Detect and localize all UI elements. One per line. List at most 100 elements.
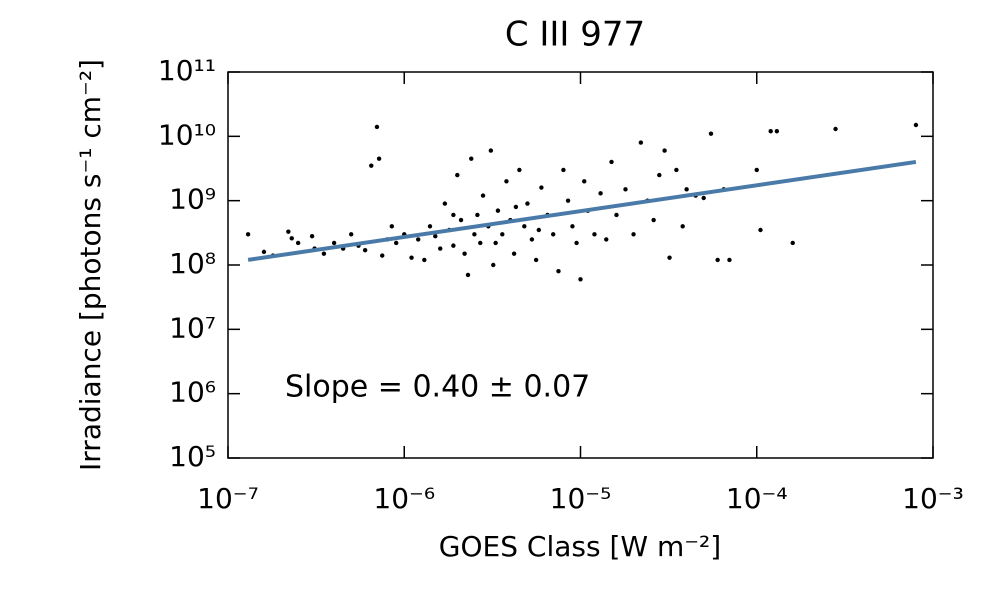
x-tick-label: 10⁻³ [902,482,964,515]
x-tick-label: 10⁻⁶ [373,482,435,515]
point [465,272,471,278]
point [504,179,509,184]
point [488,148,494,153]
point [438,246,443,251]
point [708,131,714,136]
x-axis-label: GOES Class [W m⁻²] [439,530,721,563]
point [511,251,517,256]
point [416,237,421,242]
point [768,129,773,134]
point [715,257,720,263]
point [427,224,433,229]
y-tick-label: 10¹⁰ [158,118,216,151]
point [582,179,587,184]
point [480,193,486,198]
point [833,126,838,132]
x-tick-label: 10⁻⁷ [197,482,259,515]
point [604,237,609,242]
point [623,187,628,192]
point [472,232,477,237]
point [631,232,636,237]
point [614,212,619,218]
point [462,251,467,256]
point [376,156,382,161]
point [578,277,583,282]
point [550,232,556,237]
point [657,172,662,178]
point [680,224,685,229]
annotation: Slope = 0.40 ± 0.07 [285,370,590,405]
chart-title: C III 977 [505,15,645,55]
point [533,257,539,263]
y-tick-label: 10⁹ [169,183,216,216]
point [295,240,301,246]
point [513,204,519,210]
x-tick-label: 10⁻⁵ [550,482,612,515]
point [469,156,474,161]
point [455,172,460,178]
point [674,167,679,173]
point [638,140,644,145]
point [539,185,544,190]
point [409,255,414,260]
point [774,129,780,134]
point [309,234,315,239]
fit-line [247,159,917,262]
point [433,234,438,239]
point [517,167,522,173]
point [380,253,385,258]
point [321,251,327,256]
point [500,232,505,237]
point [570,224,575,229]
point [286,229,291,234]
point [491,262,496,268]
point [609,159,614,165]
point [565,198,571,203]
point [574,240,579,246]
point [651,217,656,223]
point [662,148,667,153]
y-tick-label: 10⁸ [169,247,216,280]
point [331,240,337,246]
point [529,237,535,242]
point [289,236,294,241]
point [245,232,251,237]
y-axis-label: Irradiance [photons s⁻¹ cm⁻²] [74,59,107,471]
point [758,227,763,233]
y-tick-label: 10⁵ [169,440,216,473]
y-tick-label: 10¹¹ [158,54,216,87]
point [374,124,380,130]
point [701,195,706,201]
point [478,240,483,246]
y-tick-label: 10⁷ [169,311,216,344]
point [522,224,527,229]
point [389,224,395,229]
point [493,240,498,246]
point [525,201,530,206]
point [495,208,501,213]
point [561,167,566,173]
point [451,243,456,248]
point [727,257,732,263]
point [592,232,597,237]
point [556,269,561,274]
point [667,255,672,260]
point [442,201,448,206]
point [754,167,759,173]
y-tick-label: 10⁶ [169,376,216,409]
point [451,212,456,218]
point [458,217,464,223]
point [790,240,795,246]
point [422,257,427,263]
point [598,191,603,196]
x-tick-label: 10⁻⁴ [726,482,788,515]
point [475,212,480,218]
point [536,227,542,233]
point [362,247,368,253]
point [369,163,374,168]
point [913,122,919,128]
point [684,187,689,192]
point [348,232,354,237]
